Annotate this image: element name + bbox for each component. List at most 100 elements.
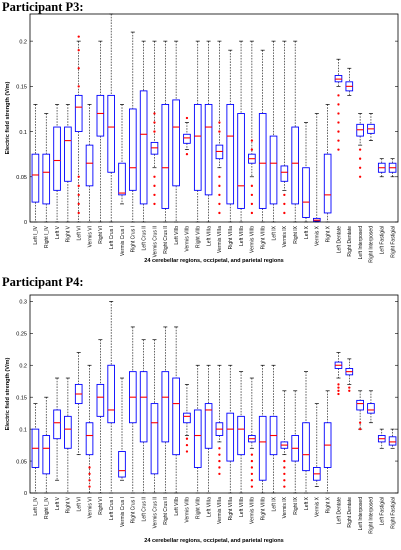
outlier-point bbox=[88, 466, 91, 469]
box-iqr bbox=[226, 103, 235, 205]
x-tick-label: Right VI bbox=[98, 497, 104, 515]
box-vermis-x bbox=[313, 113, 321, 223]
box-right-i-iv bbox=[42, 396, 51, 494]
x-tick-label: Left VIIIa bbox=[206, 497, 212, 517]
x-tick-label: Left VIIIb bbox=[239, 226, 245, 246]
box-right-crus-ii bbox=[161, 40, 170, 223]
outlier-point bbox=[358, 157, 362, 160]
y-axis-label: Electric field strength (V/m) bbox=[5, 357, 11, 430]
outlier-point bbox=[283, 466, 286, 469]
box-iqr bbox=[150, 403, 159, 475]
outlier-point bbox=[218, 466, 221, 469]
box-iqr bbox=[280, 165, 289, 182]
x-tick-label: Vermis VI bbox=[87, 497, 93, 518]
outlier-point bbox=[77, 202, 80, 206]
outlier-point bbox=[77, 193, 80, 197]
outlier-point bbox=[185, 116, 189, 120]
box-right-crus-ii bbox=[161, 326, 170, 494]
y-tick-label: 0.3 bbox=[19, 300, 27, 306]
box-right-interposed bbox=[367, 113, 375, 141]
outlier-point bbox=[185, 443, 189, 447]
x-tick-label: Left Interposed bbox=[358, 226, 364, 260]
box-iqr bbox=[302, 167, 310, 218]
y-tick-label: 0.25 bbox=[16, 332, 27, 338]
box-iqr bbox=[129, 108, 137, 191]
x-tick-label: Vermis X bbox=[315, 496, 321, 517]
box-right-dentate bbox=[345, 67, 354, 96]
x-tick-label: Vermis VI bbox=[87, 226, 93, 247]
box-iqr bbox=[42, 435, 51, 475]
box-left-x bbox=[302, 371, 310, 494]
outlier-point bbox=[153, 112, 156, 115]
x-tick-label: Right IX bbox=[293, 225, 299, 243]
x-tick-label: Vermis VIIIb bbox=[250, 497, 256, 524]
box-left-vi bbox=[74, 35, 83, 223]
outlier-point bbox=[153, 175, 156, 178]
box-left-dentate bbox=[334, 58, 343, 151]
x-tick-label: Right VIIIb bbox=[261, 226, 267, 250]
box-right-x bbox=[323, 104, 332, 223]
box-left-i-iv bbox=[31, 104, 40, 223]
x-tick-label: Vermis VIIb bbox=[185, 226, 191, 252]
x-tick-label: Right V bbox=[66, 225, 72, 242]
x-tick-label: Left Interposed bbox=[358, 497, 364, 531]
box-vermis-viiia bbox=[215, 364, 224, 475]
outlier-point bbox=[185, 450, 189, 453]
box-iqr bbox=[42, 153, 51, 205]
outlier-point bbox=[283, 202, 286, 206]
y-tick-label: 0 bbox=[24, 220, 27, 226]
x-tick-label: Vermis VIIIb bbox=[250, 226, 256, 253]
box-vermis-viib bbox=[183, 384, 191, 453]
box-vermis-crus-i bbox=[118, 377, 126, 481]
x-tick-label: Right I_IV bbox=[44, 496, 50, 519]
outlier-point bbox=[218, 447, 221, 450]
x-tick-label: Left X bbox=[304, 496, 310, 510]
outlier-point bbox=[250, 453, 254, 456]
y-tick-label: 0.15 bbox=[16, 85, 27, 91]
plot-frame bbox=[29, 294, 399, 494]
box-vermis-x bbox=[313, 403, 321, 487]
box-iqr bbox=[85, 422, 94, 456]
x-tick-label: Right Fastigial bbox=[390, 226, 396, 258]
box-iqr bbox=[183, 133, 191, 144]
box-right-interposed bbox=[367, 390, 375, 424]
x-tick-label: Right Dentate bbox=[347, 226, 353, 257]
box-iqr bbox=[226, 412, 235, 462]
outlier-point bbox=[337, 130, 340, 133]
box-iqr bbox=[237, 113, 245, 209]
outlier-point bbox=[218, 453, 221, 456]
box-right-fastigial bbox=[388, 158, 397, 178]
outlier-point bbox=[218, 472, 221, 475]
box-iqr bbox=[139, 90, 148, 205]
outlier-point bbox=[283, 459, 286, 463]
y-tick-label: 0.1 bbox=[19, 130, 27, 136]
x-tick-label: Vermis Crus I bbox=[120, 226, 126, 256]
x-tick-label: Left IX bbox=[271, 496, 277, 511]
x-tick-label: Right VIIb bbox=[196, 497, 202, 519]
y-tick-label: 0.15 bbox=[16, 395, 27, 401]
y-tick-label: 0.2 bbox=[19, 363, 27, 369]
outlier-point bbox=[283, 479, 286, 482]
outlier-point bbox=[348, 389, 351, 392]
x-tick-label: Vermis IX bbox=[282, 496, 288, 518]
outlier-point bbox=[358, 421, 362, 424]
outlier-point bbox=[218, 459, 221, 463]
outlier-point bbox=[153, 121, 156, 124]
box-iqr bbox=[258, 113, 267, 209]
box-right-dentate bbox=[345, 358, 354, 392]
x-tick-label: Left Fastigial bbox=[380, 497, 386, 525]
y-axis-label: Electric field strength (V/m) bbox=[5, 81, 11, 154]
box-iqr bbox=[204, 403, 213, 449]
box-right-viiib bbox=[258, 49, 267, 223]
outlier-point bbox=[88, 479, 91, 482]
box-iqr bbox=[118, 162, 126, 196]
x-tick-label: Right Interposed bbox=[369, 226, 375, 263]
x-tick-label: Right VIIIb bbox=[261, 497, 267, 521]
outlier-point bbox=[250, 184, 254, 187]
box-vermis-ix bbox=[280, 390, 289, 488]
box-iqr bbox=[323, 153, 332, 214]
box-iqr bbox=[193, 409, 202, 468]
box-vermis-vi bbox=[85, 364, 94, 494]
outlier-point bbox=[77, 175, 80, 178]
y-tick-label: 0 bbox=[24, 491, 27, 497]
